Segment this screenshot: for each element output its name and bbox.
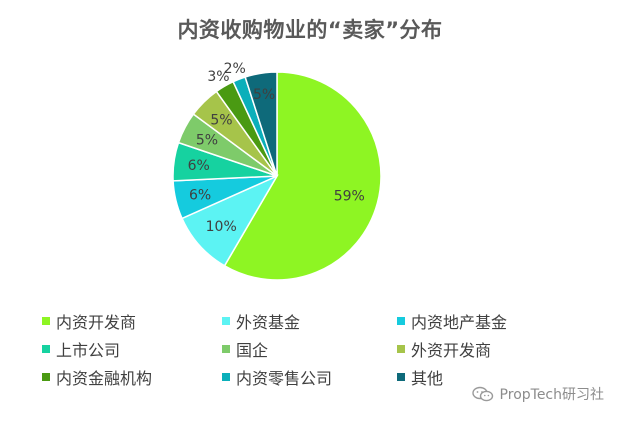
watermark-text: PropTech研习社 [499,387,604,403]
legend-label: 其他 [411,369,444,388]
legend-item: 内资地产基金 [397,310,507,332]
legend-swatch [42,345,50,353]
slice-label-3: 6% [188,158,210,174]
chart-title: 内资收购物业的“卖家”分布 [177,18,443,42]
slice-label-2: 6% [189,187,211,203]
legend-label: 国企 [236,341,269,360]
legend-label: 内资零售公司 [236,369,333,388]
legend-swatch [42,317,50,325]
legend-swatch [42,373,50,381]
legend-swatch [397,345,405,353]
legend-swatch [397,317,405,325]
slice-label-4: 5% [196,132,218,148]
slice-label-7: 2% [224,61,246,77]
legend-item: 内资金融机构 [42,366,152,388]
slice-label-0: 59% [334,189,365,205]
slice-label-1: 10% [206,219,237,235]
legend-item: 上市公司 [42,338,120,360]
legend-label: 外资基金 [236,313,301,332]
wechat-icon [471,386,493,402]
legend-item: 内资开发商 [42,310,136,332]
legend-label: 外资开发商 [411,341,492,360]
slice-label-8: 5% [253,87,275,103]
legend-swatch [222,317,230,325]
legend-item: 内资零售公司 [222,366,332,388]
legend-swatch [222,373,230,381]
pie-slice-0 [223,71,382,281]
legend-label: 内资金融机构 [56,369,153,388]
slice-label-5: 5% [210,113,232,129]
legend-label: 上市公司 [56,341,121,360]
legend-item: 国企 [222,338,268,360]
legend-swatch [222,345,230,353]
watermark: PropTech研习社 [471,384,604,404]
legend-label: 内资开发商 [56,313,137,332]
legend-label: 内资地产基金 [411,313,508,332]
legend-item: 其他 [397,366,443,388]
pie-chart: 59% 10% 6% 6% 5% 5% 3%2% 5% [172,61,382,281]
pie-slice-8 [244,71,278,177]
legend-item: 外资开发商 [397,338,491,360]
slice-label-6: 3% [207,69,229,85]
legend-item: 外资基金 [222,310,300,332]
legend-swatch [397,373,405,381]
